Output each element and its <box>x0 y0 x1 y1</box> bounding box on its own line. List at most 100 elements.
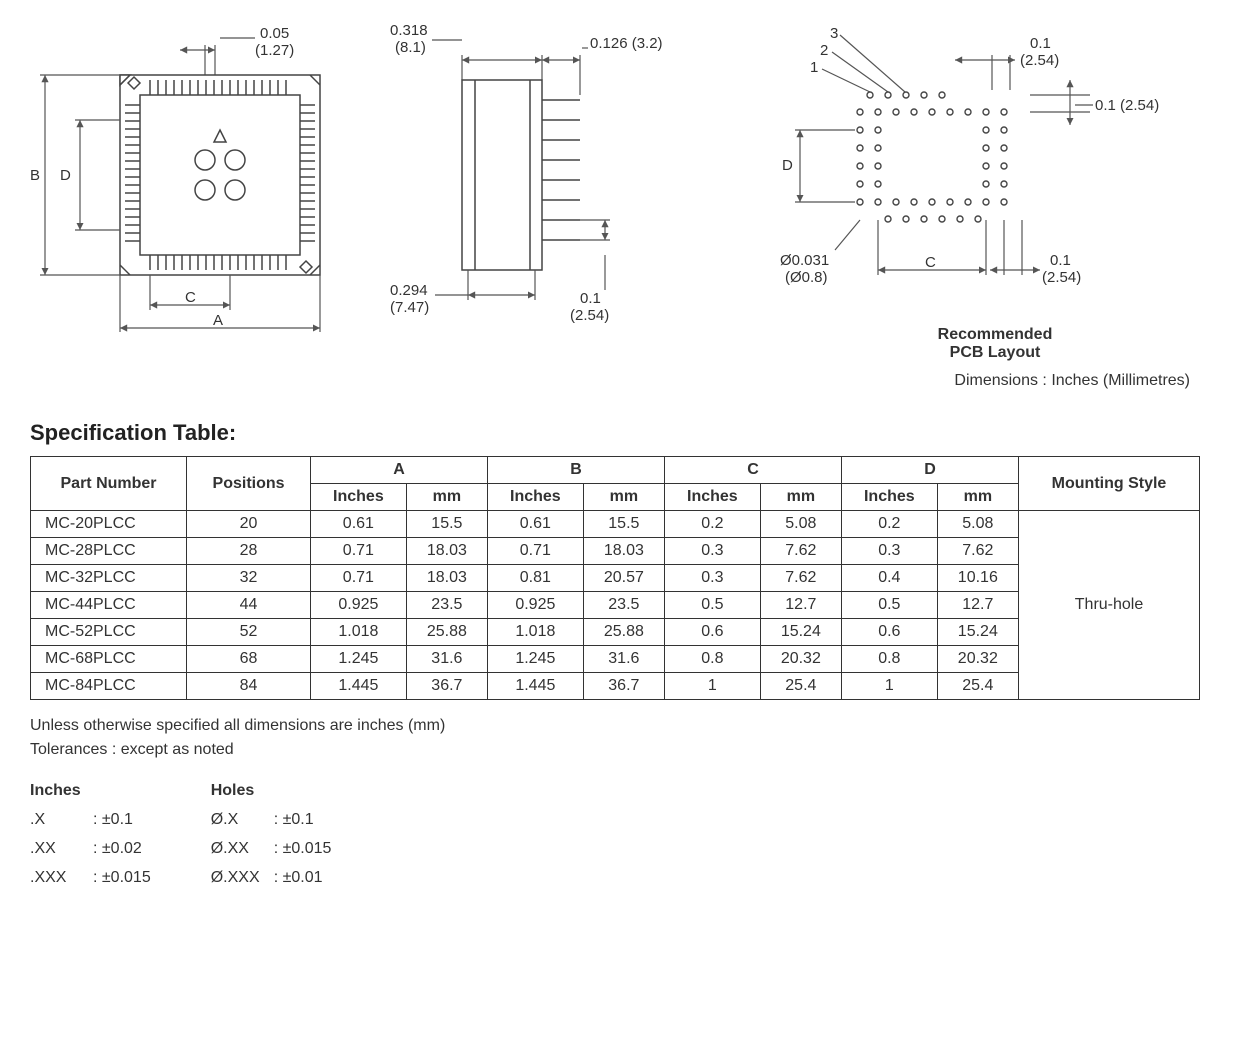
table-cell: 1.018 <box>311 619 407 646</box>
pitch-mm-label: (1.27) <box>255 42 294 59</box>
table-cell: 0.4 <box>842 565 938 592</box>
tolerance-row: .XXX: ±0.015 <box>30 864 151 893</box>
pin3-label: 3 <box>830 25 838 42</box>
table-cell: 0.71 <box>311 538 407 565</box>
tolerance-value: : ±0.1 <box>274 806 314 835</box>
col-d-in: Inches <box>842 484 938 511</box>
table-cell: 1.245 <box>488 646 584 673</box>
col-b-mm: mm <box>583 484 664 511</box>
table-cell: 7.62 <box>760 538 841 565</box>
table-cell: MC-20PLCC <box>31 511 187 538</box>
col-c-mm: mm <box>760 484 841 511</box>
col-c-in: Inches <box>665 484 761 511</box>
pcb-hole-dia-mm: (Ø0.8) <box>785 269 828 286</box>
table-cell: MC-84PLCC <box>31 673 187 700</box>
table-cell: 18.03 <box>406 565 487 592</box>
table-cell: 12.7 <box>760 592 841 619</box>
table-cell: 5.08 <box>937 511 1018 538</box>
table-cell: 0.6 <box>665 619 761 646</box>
table-cell: 25.4 <box>760 673 841 700</box>
table-cell: 32 <box>187 565 311 592</box>
table-cell: 25.88 <box>583 619 664 646</box>
table-cell: 20.32 <box>937 646 1018 673</box>
table-cell: 0.61 <box>488 511 584 538</box>
table-cell: 20.32 <box>760 646 841 673</box>
table-cell: 84 <box>187 673 311 700</box>
table-cell: 25.4 <box>937 673 1018 700</box>
pcb-hole-dia-in: Ø0.031 <box>780 252 829 269</box>
mounting-cell: Thru-hole <box>1019 511 1200 700</box>
table-cell: 1.018 <box>488 619 584 646</box>
tolerance-key: Ø.X <box>211 806 266 835</box>
pcb-caption-title: Recommended <box>938 326 1053 343</box>
side-width-in: 0.318 <box>390 22 428 39</box>
pcb-dim-c: C <box>925 254 936 271</box>
table-cell: 25.88 <box>406 619 487 646</box>
notes-line1: Unless otherwise specified all dimension… <box>30 714 1225 738</box>
table-cell: 0.3 <box>665 538 761 565</box>
table-cell: 10.16 <box>937 565 1018 592</box>
table-cell: 52 <box>187 619 311 646</box>
table-cell: 0.8 <box>842 646 938 673</box>
table-cell: 18.03 <box>406 538 487 565</box>
table-cell: 15.24 <box>760 619 841 646</box>
tolerance-key: .X <box>30 806 85 835</box>
dim-c-label: C <box>185 289 196 306</box>
table-cell: 7.62 <box>937 538 1018 565</box>
diagram-top-view: 0.05 (1.27) <box>30 20 340 340</box>
pin2-label: 2 <box>820 42 828 59</box>
diagram-side-view: 0.318 (8.1) 0.126 (3.2) <box>380 20 720 330</box>
table-cell: 0.5 <box>665 592 761 619</box>
table-cell: MC-68PLCC <box>31 646 187 673</box>
pcb-pitch-right: 0.1 (2.54) <box>1095 97 1159 114</box>
col-a-in: Inches <box>311 484 407 511</box>
tolerances-block: Inches .X: ±0.1.XX: ±0.02.XXX: ±0.015 Ho… <box>30 782 1225 892</box>
table-cell: 44 <box>187 592 311 619</box>
side-lead-len: 0.126 (3.2) <box>590 35 663 52</box>
table-cell: 7.62 <box>760 565 841 592</box>
table-cell: 1.445 <box>488 673 584 700</box>
table-cell: 15.5 <box>583 511 664 538</box>
table-cell: MC-32PLCC <box>31 565 187 592</box>
tolerance-value: : ±0.02 <box>93 835 142 864</box>
table-cell: MC-52PLCC <box>31 619 187 646</box>
col-positions: Positions <box>187 457 311 511</box>
table-cell: 0.81 <box>488 565 584 592</box>
col-c: C <box>665 457 842 484</box>
tolerance-row: Ø.XX: ±0.015 <box>211 835 332 864</box>
table-cell: 0.6 <box>842 619 938 646</box>
pcb-caption-sub: PCB Layout <box>950 344 1041 361</box>
table-cell: 0.61 <box>311 511 407 538</box>
tolerance-value: : ±0.1 <box>93 806 133 835</box>
table-cell: 0.8 <box>665 646 761 673</box>
table-cell: 20 <box>187 511 311 538</box>
table-cell: 23.5 <box>583 592 664 619</box>
table-cell: 68 <box>187 646 311 673</box>
table-cell: 15.5 <box>406 511 487 538</box>
table-cell: 0.3 <box>665 565 761 592</box>
tolerances-inches: Inches .X : ±0.1 .XX : ±0.02.XXX: ±0.015 <box>30 782 151 892</box>
table-cell: 31.6 <box>406 646 487 673</box>
table-cell: 20.57 <box>583 565 664 592</box>
pitch-in-label: 0.05 <box>260 25 289 42</box>
col-b-in: Inches <box>488 484 584 511</box>
pcb-dim-d: D <box>782 157 793 174</box>
dim-d-label: D <box>60 167 71 184</box>
col-mounting: Mounting Style <box>1019 457 1200 511</box>
col-part: Part Number <box>31 457 187 511</box>
tolerance-key: .XX <box>30 835 85 864</box>
spec-table-title: Specification Table: <box>30 420 1225 446</box>
table-cell: 1 <box>665 673 761 700</box>
pcb-pitch-top-in: 0.1 <box>1030 35 1051 52</box>
side-pitch-in: 0.1 <box>580 290 601 307</box>
table-cell: 12.7 <box>937 592 1018 619</box>
tol-inches-title: Inches <box>30 782 151 800</box>
pcb-pitch-bot-mm: (2.54) <box>1042 269 1081 286</box>
table-cell: 0.5 <box>842 592 938 619</box>
table-cell: 36.7 <box>406 673 487 700</box>
table-cell: 0.71 <box>311 565 407 592</box>
table-cell: 1 <box>842 673 938 700</box>
col-d: D <box>842 457 1019 484</box>
table-cell: 36.7 <box>583 673 664 700</box>
pcb-caption: Recommended PCB Layout <box>760 326 1230 362</box>
